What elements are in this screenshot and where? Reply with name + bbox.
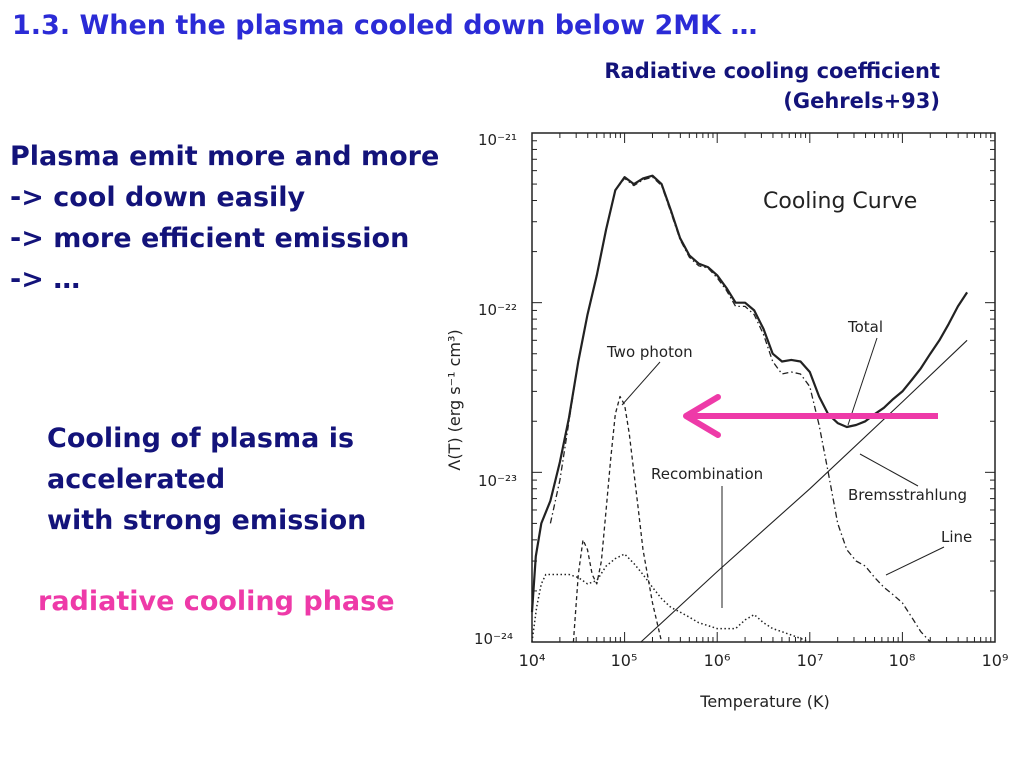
x-tick-label: 10⁸ — [889, 651, 916, 670]
chart-title: Cooling Curve — [763, 189, 917, 214]
annotation-recombination: Recombination — [651, 465, 763, 483]
bullet-list: Plasma emit more and more -> cool down e… — [10, 136, 439, 300]
y-tick-label: 10⁻²³ — [478, 472, 517, 490]
x-tick-label: 10⁹ — [982, 651, 1009, 670]
caption-line: Radiative cooling coefficient — [604, 59, 940, 83]
cooling-arrow — [683, 394, 938, 438]
pointer-bremsstrahlung — [859, 453, 919, 487]
series-line — [549, 176, 931, 643]
x-tick-label: 10⁶ — [704, 651, 731, 670]
x-tick-label: 10⁵ — [611, 651, 638, 670]
note-line: accelerated — [47, 464, 226, 495]
annotation-two-photon: Two photon — [606, 343, 693, 361]
series-recombination — [531, 553, 811, 643]
annotation-total: Total — [847, 318, 883, 336]
series-total — [530, 174, 969, 613]
x-tick-label: 10⁷ — [797, 651, 824, 670]
x-axis-label: Temperature (K) — [699, 692, 829, 711]
caption-citation: (Gehrels+93) — [783, 89, 940, 113]
plot-frame — [531, 132, 996, 643]
y-tick-label: 10⁻²² — [478, 301, 517, 319]
y-axis-label: Λ(T) (erg s⁻¹ cm³) — [445, 329, 464, 470]
note-line: with strong emission — [47, 505, 367, 536]
series-two-photon — [572, 395, 663, 643]
annotation-line: Line — [941, 528, 972, 546]
phase-label: radiative cooling phase — [38, 586, 395, 617]
x-tick-label: 10⁴ — [519, 651, 546, 670]
slide-title: 1.3. When the plasma cooled down below 2… — [12, 10, 758, 41]
axis-ticks — [531, 133, 995, 643]
y-tick-label: 10⁻²¹ — [478, 131, 517, 149]
arrow-head — [683, 394, 721, 438]
pointer-two-photon — [621, 361, 661, 406]
bullet-item: Plasma emit more and more — [10, 141, 440, 172]
cooling-note: Cooling of plasma is accelerated with st… — [47, 418, 366, 541]
bullet-item: -> … — [10, 264, 81, 295]
bullet-item: -> cool down easily — [10, 182, 306, 213]
bullet-item: -> more efficient emission — [10, 223, 410, 254]
annotation-bremsstrahlung: Bremsstrahlung — [848, 486, 967, 504]
series-layer — [530, 174, 969, 643]
y-tick-label: 10⁻²⁴ — [474, 630, 513, 648]
figure-caption: Radiative cooling coefficient (Gehrels+9… — [604, 56, 940, 116]
pointer-line — [885, 546, 945, 576]
note-line: Cooling of plasma is — [47, 423, 355, 454]
annotation-pointers — [621, 337, 945, 608]
series-bremsstrahlung — [640, 339, 968, 643]
pointer-total — [847, 337, 878, 426]
